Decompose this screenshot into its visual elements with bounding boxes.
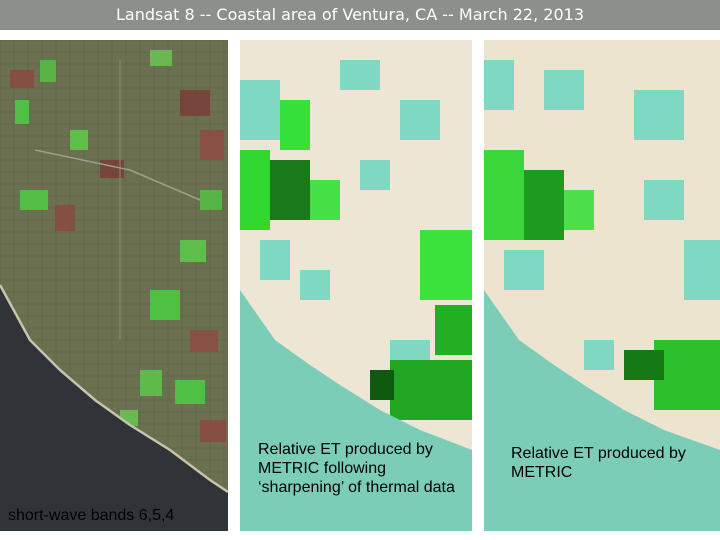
sharpened-et-image — [240, 40, 472, 531]
swir-map-graphic — [0, 40, 228, 531]
caption-metric-et: Relative ET produced by METRIC — [511, 445, 686, 481]
landsat-swir-image — [0, 40, 228, 531]
metric-et-image — [484, 40, 720, 531]
sharpened-et-map-graphic — [240, 40, 472, 531]
slide-title: Landsat 8 -- Coastal area of Ventura, CA… — [0, 0, 720, 30]
caption-swir: short-wave bands 6,5,4 — [8, 507, 175, 524]
caption-sharpened-et: Relative ET produced by METRIC following… — [258, 441, 455, 496]
metric-et-map-graphic — [484, 40, 720, 531]
